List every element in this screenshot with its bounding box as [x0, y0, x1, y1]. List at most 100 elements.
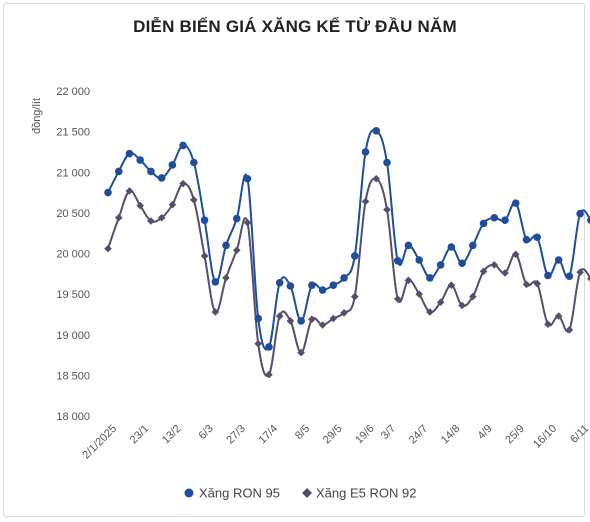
data-point-e5: [576, 268, 584, 276]
y-tick-label: 18 000: [56, 411, 90, 423]
data-point-e5: [565, 326, 574, 334]
data-point-ron95: [565, 272, 574, 281]
data-point-e5: [125, 187, 134, 195]
data-point-e5: [157, 213, 166, 222]
data-point-e5: [265, 370, 273, 379]
data-point-ron95: [329, 281, 338, 289]
data-point-e5: [308, 315, 316, 324]
y-tick-label: 21 000: [56, 167, 90, 179]
data-point-e5: [136, 201, 144, 210]
data-point-ron95: [308, 281, 316, 289]
y-tick-label: 22 000: [56, 86, 90, 98]
data-point-ron95: [533, 233, 541, 242]
data-point-e5: [200, 252, 209, 260]
y-tick-label: 21 500: [56, 127, 90, 139]
data-point-e5: [104, 244, 112, 253]
data-point-e5: [479, 267, 488, 276]
data-point-ron95: [350, 252, 359, 260]
data-point-ron95: [511, 199, 520, 207]
data-point-ron95: [415, 256, 423, 264]
data-point-ron95: [469, 241, 477, 250]
data-point-ron95: [458, 259, 466, 268]
data-point-ron95: [114, 167, 123, 176]
data-point-ron95: [243, 174, 252, 183]
data-point-e5: [469, 292, 477, 301]
data-point-e5: [404, 276, 413, 285]
data-point-ron95: [179, 141, 187, 150]
data-point-e5: [544, 320, 552, 328]
x-tick-label: 4/9: [475, 423, 494, 442]
data-point-e5: [361, 197, 370, 206]
x-tick-label: 14/8: [439, 423, 463, 447]
chart-title: DIỄN BIẾN GIÁ XĂNG KỂ TỪ ĐẦU NĂM: [133, 17, 457, 36]
data-point-ron95: [200, 216, 209, 224]
series-layer: [104, 127, 590, 379]
data-point-e5: [393, 295, 402, 303]
x-tick-label: 6/11: [568, 423, 590, 446]
x-tick-label: 25/9: [503, 423, 527, 447]
data-point-ron95: [168, 161, 177, 169]
data-point-ron95: [501, 216, 509, 224]
data-point-ron95: [136, 156, 144, 164]
data-point-e5: [511, 250, 520, 259]
x-tick-label: 6/3: [196, 423, 215, 442]
data-point-ron95: [297, 317, 305, 325]
y-tick-label: 19 500: [56, 289, 90, 301]
data-point-ron95: [544, 271, 552, 280]
data-point-ron95: [361, 148, 370, 156]
data-point-e5: [587, 275, 590, 282]
y-tick-label: 20 500: [56, 208, 90, 220]
data-point-ron95: [265, 343, 273, 351]
data-point-e5: [211, 308, 220, 316]
x-tick-label: 24/7: [407, 423, 431, 447]
y-tick-label: 19 000: [56, 330, 90, 342]
data-point-ron95: [157, 174, 166, 182]
x-tick-label: 27/3: [224, 423, 248, 447]
data-point-ron95: [254, 314, 263, 323]
data-point-ron95: [275, 278, 284, 287]
data-point-e5: [275, 312, 284, 320]
x-tick-label: 19/6: [353, 423, 377, 447]
data-point-e5: [254, 339, 263, 348]
x-tick-label: 13/2: [160, 423, 184, 447]
data-point-e5: [147, 217, 155, 225]
legend: Xăng RON 95 Xăng E5 RON 92: [184, 486, 416, 501]
data-point-e5: [222, 274, 230, 282]
x-tick-label: 17/4: [257, 423, 281, 447]
data-point-e5: [114, 213, 123, 222]
legend-marker-ron95: [184, 488, 194, 498]
data-point-e5: [490, 261, 499, 269]
data-point-e5: [447, 281, 456, 289]
data-point-ron95: [426, 274, 434, 282]
data-point-e5: [436, 298, 445, 307]
x-tick-label: 8/5: [293, 423, 312, 442]
data-point-ron95: [372, 127, 381, 135]
y-axis-title: đồng/lít: [31, 98, 43, 134]
legend-label-e5: Xăng E5 RON 92: [316, 486, 416, 501]
y-tick-label: 20 000: [56, 249, 90, 261]
data-point-ron95: [587, 216, 590, 224]
legend-item-e5: Xăng E5 RON 92: [302, 486, 416, 501]
data-point-ron95: [232, 214, 241, 223]
x-tick-label: 23/1: [128, 423, 152, 447]
data-point-e5: [318, 321, 327, 329]
legend-item-ron95: Xăng RON 95: [184, 486, 280, 501]
data-point-e5: [350, 292, 359, 301]
data-point-ron95: [147, 167, 155, 176]
data-point-ron95: [383, 158, 391, 167]
x-tick-label: 16/10: [531, 423, 559, 451]
data-point-e5: [415, 290, 423, 298]
y-tick-label: 18 500: [56, 370, 90, 382]
data-point-e5: [554, 312, 563, 320]
y-axis: 18 000 18 500 19 000 19 500 20 000 20 500 21 0…: [56, 86, 90, 423]
x-axis: 2/1/2025 23/1 13/2 6/3 27/3 17/4 8/5 29/5 19/6 3/…: [80, 423, 590, 462]
data-point-e5: [501, 269, 509, 277]
data-point-e5: [190, 196, 198, 204]
data-point-e5: [297, 348, 305, 357]
series-line-ron95: [107, 129, 590, 351]
data-point-e5: [286, 317, 295, 325]
data-point-ron95: [404, 241, 413, 250]
data-point-e5: [533, 279, 541, 288]
data-point-ron95: [318, 286, 327, 294]
